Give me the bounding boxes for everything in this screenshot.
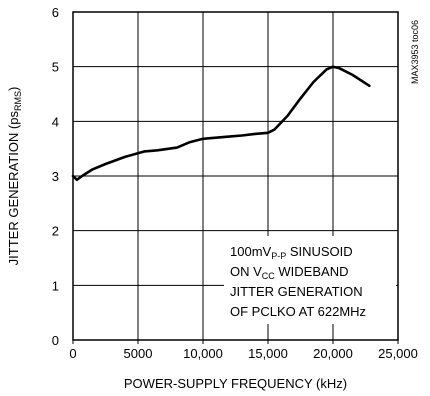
y-tick-label: 4	[52, 114, 59, 129]
annotation-line: 100mVP-P SINUSOID	[230, 244, 353, 261]
y-tick-label: 6	[52, 5, 59, 20]
annotation-text: SINUSOID	[286, 244, 352, 259]
y-axis-label-main: JITTER GENERATION (ps	[6, 111, 21, 266]
annotation: 100mVP-P SINUSOID ON VCC WIDEBAND JITTER G…	[230, 244, 366, 319]
y-axis-label: JITTER GENERATION (psRMS)	[6, 87, 23, 266]
annotation-text: OF PCLKO AT 622MHz	[230, 304, 366, 319]
x-tick-label: 15,000	[248, 346, 288, 361]
annotation-background	[224, 236, 396, 324]
y-tick-label: 0	[52, 333, 59, 348]
annotation-text: JITTER GENERATION	[230, 284, 363, 299]
ticks	[72, 340, 399, 344]
annotation-line: OF PCLKO AT 622MHz	[230, 304, 366, 319]
annotation-subscript: P-P	[271, 251, 286, 261]
y-axis-label-close: )	[6, 87, 21, 91]
annotation-line: JITTER GENERATION	[230, 284, 363, 299]
x-tick-label: 25,000	[378, 346, 418, 361]
x-axis-label: POWER-SUPPLY FREQUENCY (kHz)	[124, 376, 347, 391]
y-tick-label: 3	[52, 169, 59, 184]
x-tick-label: 5000	[124, 346, 153, 361]
y-axis-label-sub: RMS	[13, 91, 23, 111]
annotation-text: ON V	[230, 264, 262, 279]
series-group	[71, 65, 371, 182]
tick-labels: 0 5000 10,000 15,000 20,000 25,000 0 1 2 3 4 5 6	[52, 5, 418, 361]
figure-code: MAX3953 toc06	[410, 20, 420, 84]
series-line-0	[71, 65, 371, 182]
x-tick-label: 0	[69, 346, 76, 361]
annotation-line: ON VCC WIDEBAND	[230, 264, 348, 281]
x-tick-label: 10,000	[183, 346, 223, 361]
annotation-text: WIDEBAND	[275, 264, 349, 279]
annotation-text: 100mV	[230, 244, 272, 259]
y-tick-label: 1	[52, 278, 59, 293]
annotation-subscript: CC	[262, 271, 275, 281]
x-tick-label: 20,000	[313, 346, 353, 361]
y-tick-label: 2	[52, 224, 59, 239]
y-tick-label: 5	[52, 60, 59, 75]
